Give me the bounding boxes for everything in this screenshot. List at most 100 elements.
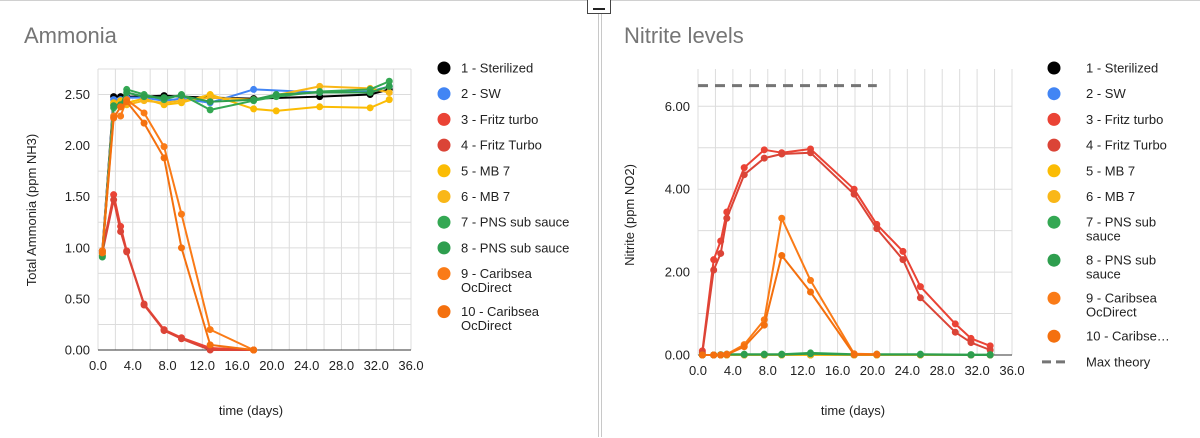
data-point[interactable] <box>250 96 258 104</box>
panel-divider-tab[interactable] <box>587 0 611 14</box>
data-point[interactable] <box>272 91 280 99</box>
data-point[interactable] <box>951 320 959 328</box>
data-point[interactable] <box>740 351 748 359</box>
data-point[interactable] <box>117 103 125 111</box>
data-point[interactable] <box>110 102 118 110</box>
data-point[interactable] <box>916 351 924 359</box>
data-point[interactable] <box>160 94 168 102</box>
data-point[interactable] <box>385 82 393 90</box>
data-point[interactable] <box>698 351 706 359</box>
data-point[interactable] <box>710 256 718 264</box>
data-point[interactable] <box>316 82 324 90</box>
data-point[interactable] <box>760 146 768 154</box>
data-point[interactable] <box>807 149 815 157</box>
data-point[interactable] <box>850 351 858 359</box>
data-point[interactable] <box>140 301 148 309</box>
data-point[interactable] <box>899 256 907 264</box>
legend-item[interactable]: 4 - Fritz Turbo <box>437 138 542 153</box>
data-point[interactable] <box>250 105 258 113</box>
data-point[interactable] <box>206 341 214 349</box>
data-point[interactable] <box>807 276 815 284</box>
data-point[interactable] <box>140 119 148 127</box>
data-point[interactable] <box>807 350 815 358</box>
legend-item[interactable]: Max theory <box>1042 354 1151 369</box>
data-point[interactable] <box>385 96 393 104</box>
data-point[interactable] <box>740 171 748 179</box>
legend-item[interactable]: 5 - MB 7 <box>437 163 511 178</box>
legend-item[interactable]: 7 - PNS sub sauce <box>437 215 570 230</box>
data-point[interactable] <box>850 190 858 198</box>
data-point[interactable] <box>206 106 214 114</box>
data-point[interactable] <box>760 154 768 162</box>
data-point[interactable] <box>117 227 125 235</box>
data-point[interactable] <box>123 248 131 256</box>
data-point[interactable] <box>850 185 858 193</box>
data-point[interactable] <box>740 343 748 351</box>
data-point[interactable] <box>123 89 131 97</box>
data-point[interactable] <box>778 252 786 260</box>
data-point[interactable] <box>760 351 768 359</box>
legend-item[interactable]: 1 - Sterilized <box>1047 61 1159 76</box>
data-point[interactable] <box>873 225 881 233</box>
data-point[interactable] <box>160 327 168 335</box>
legend-item[interactable]: 8 - PNS sub sauce <box>437 240 570 255</box>
data-point[interactable] <box>177 244 185 252</box>
data-point[interactable] <box>723 351 731 359</box>
data-point[interactable] <box>272 107 280 115</box>
data-point[interactable] <box>110 196 118 204</box>
data-point[interactable] <box>873 351 881 359</box>
legend-item[interactable]: 10 - Caribse… <box>1047 329 1170 344</box>
data-point[interactable] <box>316 89 324 97</box>
data-point[interactable] <box>717 351 725 359</box>
data-point[interactable] <box>110 114 118 122</box>
data-point[interactable] <box>110 191 118 199</box>
data-point[interactable] <box>206 346 214 354</box>
data-point[interactable] <box>250 85 258 93</box>
data-point[interactable] <box>385 77 393 85</box>
data-point[interactable] <box>98 249 106 257</box>
data-point[interactable] <box>316 103 324 111</box>
data-point[interactable] <box>385 89 393 97</box>
data-point[interactable] <box>967 351 975 359</box>
data-point[interactable] <box>177 97 185 105</box>
legend-item[interactable]: 1 - Sterilized <box>437 61 534 76</box>
legend-item[interactable]: 6 - MB 7 <box>437 189 511 204</box>
data-point[interactable] <box>760 321 768 329</box>
data-point[interactable] <box>916 283 924 291</box>
data-point[interactable] <box>206 326 214 334</box>
data-point[interactable] <box>986 351 994 359</box>
data-point[interactable] <box>778 150 786 158</box>
data-point[interactable] <box>717 249 725 257</box>
data-point[interactable] <box>140 93 148 101</box>
legend-item[interactable]: 6 - MB 7 <box>1047 189 1136 204</box>
data-point[interactable] <box>899 247 907 255</box>
data-point[interactable] <box>206 98 214 106</box>
data-point[interactable] <box>160 143 168 151</box>
legend-item[interactable]: 4 - Fritz Turbo <box>1047 138 1167 153</box>
data-point[interactable] <box>250 346 258 354</box>
data-point[interactable] <box>177 210 185 218</box>
data-point[interactable] <box>916 294 924 302</box>
legend-item[interactable]: 5 - MB 7 <box>1047 163 1136 178</box>
data-point[interactable] <box>177 335 185 343</box>
data-point[interactable] <box>807 288 815 296</box>
data-point[interactable] <box>778 214 786 222</box>
data-point[interactable] <box>123 98 131 106</box>
data-point[interactable] <box>366 89 374 97</box>
legend-item[interactable]: 3 - Fritz turbo <box>437 112 539 127</box>
legend-item[interactable]: 3 - Fritz turbo <box>1047 112 1164 127</box>
data-point[interactable] <box>710 351 718 359</box>
legend-item[interactable]: 2 - SW <box>1047 86 1127 101</box>
data-point[interactable] <box>710 266 718 274</box>
data-point[interactable] <box>740 164 748 172</box>
data-point[interactable] <box>140 109 148 117</box>
data-point[interactable] <box>117 112 125 120</box>
data-point[interactable] <box>177 92 185 100</box>
data-point[interactable] <box>778 351 786 359</box>
data-point[interactable] <box>160 154 168 162</box>
